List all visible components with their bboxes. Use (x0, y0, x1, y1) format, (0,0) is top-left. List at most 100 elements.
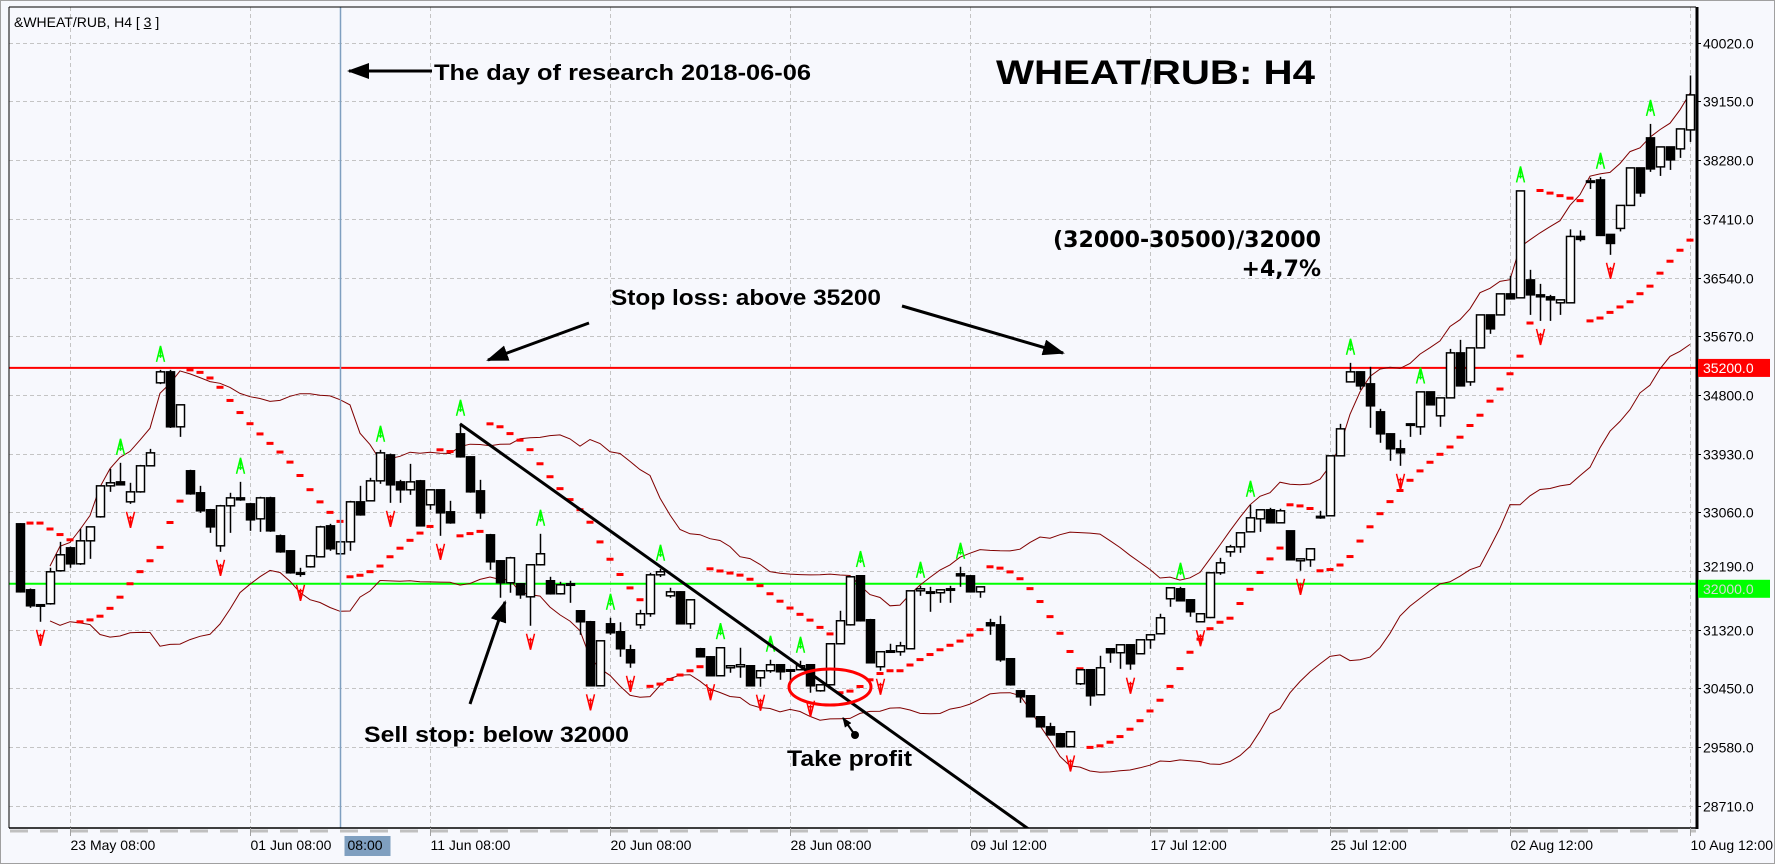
take-profit-ellipse[interactable] (787, 667, 873, 707)
candle[interactable] (1455, 339, 1466, 387)
candle[interactable] (1545, 294, 1556, 321)
candle[interactable] (1585, 177, 1596, 189)
candle[interactable] (1105, 648, 1116, 663)
candle[interactable] (575, 610, 586, 635)
candle[interactable] (985, 618, 996, 635)
candle[interactable] (1185, 599, 1196, 617)
candle[interactable] (1145, 634, 1156, 649)
candle[interactable] (895, 641, 906, 656)
candle[interactable] (405, 463, 416, 495)
candle[interactable] (45, 567, 56, 605)
candle[interactable] (1595, 176, 1606, 237)
candle[interactable] (1335, 423, 1346, 457)
candle[interactable] (85, 526, 96, 559)
candle[interactable] (1315, 510, 1326, 519)
candle[interactable] (745, 665, 756, 687)
candle[interactable] (235, 481, 246, 501)
candle[interactable] (945, 585, 956, 603)
candle[interactable] (1675, 128, 1686, 158)
candle[interactable] (1625, 167, 1636, 207)
candle[interactable] (395, 479, 406, 503)
candle[interactable] (855, 575, 866, 622)
candle[interactable] (935, 589, 946, 603)
candle[interactable] (175, 404, 186, 437)
candle[interactable] (1565, 229, 1576, 304)
candle[interactable] (325, 523, 336, 551)
candle[interactable] (1415, 391, 1426, 435)
candle[interactable] (905, 590, 916, 650)
candle[interactable] (1025, 695, 1036, 718)
candle[interactable] (1285, 530, 1296, 561)
candle[interactable] (215, 504, 226, 552)
candle[interactable] (1295, 558, 1306, 571)
candle[interactable] (125, 482, 136, 504)
candle[interactable] (1475, 314, 1486, 349)
candle[interactable] (1375, 408, 1386, 443)
candle[interactable] (725, 665, 736, 673)
candle[interactable] (75, 528, 86, 565)
candle[interactable] (1045, 722, 1056, 736)
candle[interactable] (515, 583, 526, 599)
candle[interactable] (1005, 657, 1016, 686)
candle[interactable] (655, 568, 666, 578)
candle[interactable] (1265, 507, 1276, 524)
candle[interactable] (265, 496, 276, 532)
candle[interactable] (275, 534, 286, 553)
candle[interactable] (385, 453, 396, 503)
candle[interactable] (965, 575, 976, 593)
candle[interactable] (1515, 190, 1526, 299)
candle[interactable] (505, 556, 516, 593)
candle[interactable] (1085, 668, 1096, 706)
candle[interactable] (1035, 716, 1046, 728)
candle[interactable] (365, 477, 376, 502)
candle[interactable] (1165, 587, 1176, 607)
candle[interactable] (625, 644, 636, 668)
candle[interactable] (1175, 586, 1186, 602)
candle[interactable] (1605, 233, 1616, 255)
candle[interactable] (565, 580, 576, 603)
candle[interactable] (585, 620, 596, 687)
candle[interactable] (245, 502, 256, 531)
candle[interactable] (295, 567, 306, 577)
candle[interactable] (255, 496, 266, 532)
candle[interactable] (765, 659, 776, 673)
candle[interactable] (65, 546, 76, 568)
candle[interactable] (495, 560, 506, 598)
candle[interactable] (95, 485, 106, 518)
candle[interactable] (1345, 362, 1356, 383)
candle[interactable] (665, 587, 676, 598)
candle[interactable] (1395, 439, 1406, 466)
candle[interactable] (1665, 146, 1676, 170)
candle[interactable] (1355, 371, 1366, 390)
candle[interactable] (1655, 146, 1666, 176)
candle[interactable] (1555, 299, 1566, 315)
candle[interactable] (915, 585, 926, 596)
candle[interactable] (1075, 668, 1086, 685)
candle[interactable] (555, 581, 566, 595)
candle[interactable] (995, 615, 1006, 662)
candle[interactable] (1535, 283, 1546, 321)
candle[interactable] (685, 599, 696, 629)
candle[interactable] (845, 576, 856, 626)
candle[interactable] (525, 564, 536, 626)
candle[interactable] (355, 485, 366, 516)
candle[interactable] (1215, 557, 1226, 575)
candle[interactable] (1505, 275, 1516, 300)
candle[interactable] (25, 588, 36, 608)
candle[interactable] (1485, 314, 1496, 334)
candle[interactable] (315, 525, 326, 558)
candle[interactable] (1235, 532, 1246, 553)
candle[interactable] (1325, 455, 1336, 517)
candle[interactable] (225, 492, 236, 533)
time-axis[interactable]: 23 May 08:00 01 Jun 08:00 11 Jun 08:00 20 J… (70, 828, 1774, 856)
candle[interactable] (1205, 572, 1216, 619)
candle[interactable] (815, 684, 826, 692)
candle[interactable] (55, 541, 66, 572)
candle[interactable] (1525, 269, 1536, 315)
candle[interactable] (925, 586, 936, 612)
candle[interactable] (775, 663, 786, 680)
candle[interactable] (1115, 644, 1126, 669)
candle[interactable] (285, 550, 296, 574)
candle[interactable] (735, 647, 746, 678)
